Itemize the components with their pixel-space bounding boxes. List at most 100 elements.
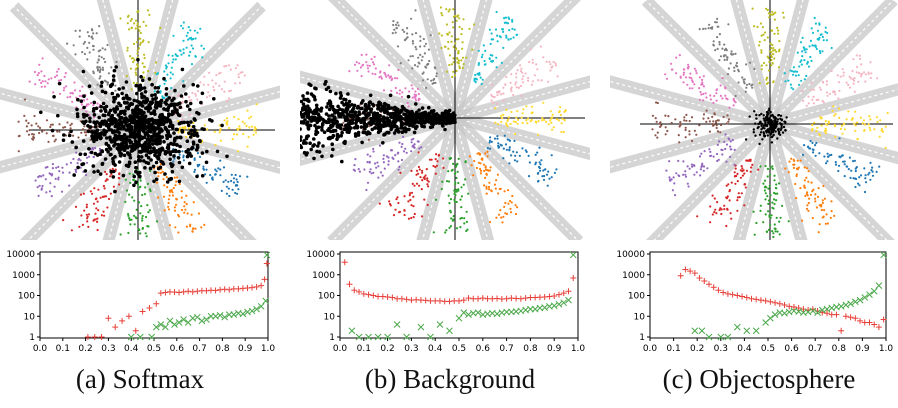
unknown-sample-point: [110, 83, 114, 87]
unknown-sample-point: [307, 115, 311, 120]
known-sample-point: [356, 69, 359, 72]
known-sample-point: [715, 124, 718, 127]
class-ray-center: [454, 0, 574, 119]
known-sample-point: [227, 180, 230, 183]
known-sample-point: [27, 133, 31, 136]
unknown-sample-point: [776, 118, 780, 121]
known-sample-point: [688, 119, 691, 123]
feature-plot: [610, 0, 898, 240]
unknown-sample-point: [338, 107, 342, 111]
unknown-sample-point: [329, 123, 333, 128]
unknown-sample-point: [117, 131, 121, 135]
known-sample-point: [809, 193, 813, 196]
unknown-sample-point: [139, 115, 144, 119]
known-sample-point: [743, 172, 746, 175]
known-sample-point: [394, 208, 397, 211]
known-sample-point: [368, 161, 371, 164]
known-sample-point: [772, 53, 775, 56]
unknown-sample-point: [331, 129, 336, 134]
known-sample-point: [853, 159, 856, 162]
unknown-sample-point: [401, 122, 405, 126]
known-sample-point: [801, 50, 804, 53]
known-sample-point: [395, 23, 398, 26]
known-sample-point: [688, 167, 691, 170]
unknown-sample-point: [167, 113, 171, 118]
unknown-sample-point: [419, 112, 424, 117]
known-sample-point: [435, 164, 438, 167]
known-sample-point: [173, 176, 176, 179]
unknown-sample-point: [199, 100, 203, 105]
unknown-sample-point: [157, 134, 161, 139]
known-sample-point: [107, 72, 110, 75]
known-sample-point: [219, 159, 222, 162]
known-sample-point: [814, 44, 817, 47]
histogram-marker: [460, 297, 467, 304]
known-sample-point: [457, 157, 460, 160]
known-sample-point: [521, 147, 524, 150]
known-sample-point: [393, 28, 396, 31]
known-sample-point: [230, 179, 233, 183]
histogram-marker: [166, 317, 174, 325]
known-sample-point: [859, 116, 862, 119]
known-sample-point: [71, 100, 74, 103]
histogram-marker: [842, 313, 849, 320]
unknown-sample-point: [363, 130, 367, 135]
known-sample-point: [821, 199, 824, 202]
known-sample-point: [254, 126, 257, 129]
unknown-sample-point: [444, 121, 448, 126]
known-sample-point: [869, 61, 872, 64]
known-sample-point: [405, 151, 408, 154]
unknown-sample-point: [389, 106, 394, 110]
known-sample-point: [820, 208, 823, 212]
known-sample-point: [358, 62, 361, 65]
known-sample-point: [720, 208, 723, 211]
known-sample-point: [729, 148, 732, 151]
unknown-sample-point: [336, 104, 340, 109]
unknown-sample-point: [159, 159, 163, 164]
unknown-sample-point: [315, 149, 319, 154]
known-sample-point: [656, 131, 659, 134]
known-sample-point: [358, 170, 361, 173]
known-sample-point: [144, 186, 147, 189]
known-sample-point: [367, 70, 370, 73]
known-sample-point: [63, 126, 67, 129]
histogram-marker: [503, 295, 510, 302]
known-sample-point: [129, 181, 132, 184]
known-sample-point: [439, 6, 442, 9]
known-sample-point: [178, 153, 181, 156]
known-sample-point: [542, 169, 545, 172]
known-sample-point: [373, 55, 376, 59]
unknown-sample-point: [765, 110, 769, 114]
unknown-sample-point: [128, 97, 132, 101]
unknown-sample-point: [381, 124, 386, 129]
histogram-marker: [696, 274, 703, 281]
unknown-sample-point: [347, 104, 351, 109]
known-sample-point: [773, 32, 776, 35]
known-sample-point: [716, 143, 719, 146]
known-sample-point: [104, 179, 107, 183]
unknown-sample-point: [133, 147, 137, 151]
histogram-marker: [682, 266, 689, 273]
known-sample-point: [92, 116, 96, 119]
unknown-sample-point: [111, 159, 115, 164]
known-sample-point: [767, 69, 771, 72]
unknown-sample-point: [403, 118, 408, 122]
known-sample-point: [809, 139, 812, 143]
unknown-sample-point: [347, 99, 352, 104]
known-sample-point: [435, 75, 438, 78]
unknown-sample-point: [158, 165, 163, 170]
histogram-marker: [705, 333, 713, 341]
known-sample-point: [110, 173, 113, 176]
known-sample-point: [847, 110, 850, 113]
unknown-sample-point: [440, 111, 445, 116]
known-sample-point: [713, 197, 716, 200]
known-sample-point: [443, 45, 446, 48]
feature-scatter-objectosphere: [610, 0, 898, 240]
known-sample-point: [812, 151, 815, 154]
known-sample-point: [777, 32, 780, 35]
unknown-sample-point: [770, 120, 774, 123]
unknown-sample-point: [353, 110, 358, 115]
known-sample-point: [131, 196, 134, 199]
unknown-sample-point: [301, 102, 306, 106]
known-sample-point: [765, 64, 768, 67]
